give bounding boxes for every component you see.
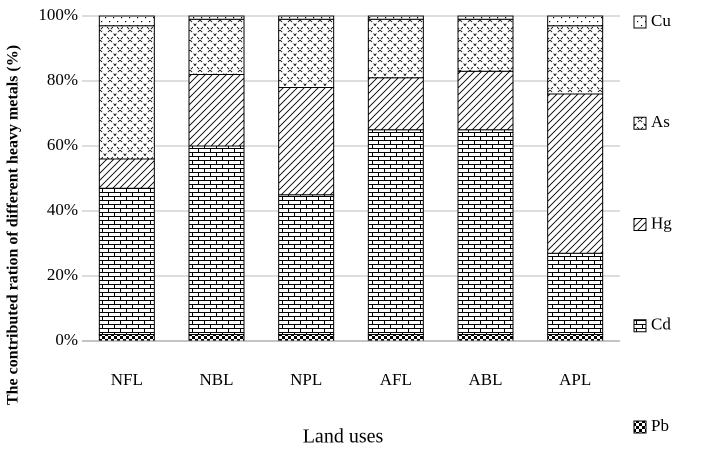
x-tick-label: AFL (380, 370, 412, 389)
x-tick-label: ABL (469, 370, 503, 389)
bar-segment (278, 194, 335, 335)
legend-swatch (633, 116, 647, 130)
bar-segment (457, 18, 514, 72)
y-tick-label: 40% (47, 200, 78, 219)
bar-segment (457, 129, 514, 335)
x-tick-label: NFL (111, 370, 143, 389)
bar-segment (278, 18, 335, 88)
bar-segment (188, 74, 245, 147)
legend-swatch (633, 15, 647, 29)
x-tick-label: NPL (290, 370, 322, 389)
bar-segment (367, 129, 424, 335)
legend-label: Cu (651, 11, 671, 30)
y-tick-label: 0% (55, 330, 78, 349)
bar-segment (457, 70, 514, 131)
legend-label: Cd (651, 315, 671, 334)
legend-label: Hg (651, 213, 672, 232)
legend-swatch (633, 218, 647, 231)
bar-segment (457, 334, 514, 342)
bar-segment (547, 93, 604, 254)
bar-segment (188, 18, 245, 75)
bar-segment (547, 25, 604, 95)
bar-segment (367, 334, 424, 342)
x-tick-label: APL (559, 370, 591, 389)
bar-segment (98, 15, 155, 27)
y-tick-label: 20% (47, 265, 78, 284)
bar-segment (278, 87, 335, 196)
legend-label: As (651, 112, 670, 131)
legend-swatch (633, 319, 647, 333)
y-tick-label: 100% (38, 5, 78, 24)
bar-segment (98, 187, 155, 335)
bar-segment (98, 334, 155, 342)
y-axis-label: The contributed ration of different heav… (5, 45, 22, 405)
bar-segment (367, 77, 424, 131)
bar-segment (457, 15, 514, 20)
bar-segment (367, 15, 424, 20)
bar-segment (278, 15, 335, 20)
y-tick-label: 80% (47, 70, 78, 89)
bar-segment (188, 145, 245, 335)
bar-segment (547, 15, 604, 27)
bar-segment (547, 252, 604, 335)
bar-segment (278, 334, 335, 342)
y-tick-label: 60% (47, 135, 78, 154)
bar-segment (98, 25, 155, 160)
x-axis-label: Land uses (303, 426, 384, 448)
legend-swatch (633, 420, 647, 434)
bar-segment (188, 15, 245, 20)
legend-label: Pb (651, 416, 669, 435)
bar-segment (188, 334, 245, 342)
bar-segment (98, 158, 155, 189)
bar-segment (547, 334, 604, 342)
x-tick-label: NBL (200, 370, 234, 389)
bar-segment (367, 18, 424, 79)
